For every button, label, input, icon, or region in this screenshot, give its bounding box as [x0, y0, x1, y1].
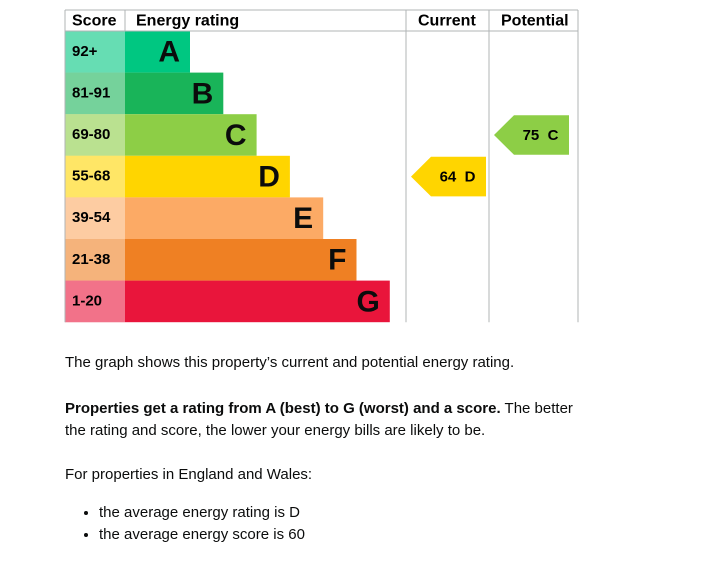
- score-tint: [65, 72, 125, 115]
- potential-score: 75: [523, 127, 540, 144]
- current-score: 64: [440, 169, 457, 186]
- current-letter: D: [465, 169, 476, 186]
- score-label: 21-38: [72, 251, 110, 268]
- header-label: Current: [418, 13, 476, 30]
- rating-letter: B: [192, 77, 214, 110]
- score-cell: [65, 72, 125, 115]
- rating-bar: [125, 72, 224, 115]
- score-label: 81-91: [72, 84, 110, 101]
- score-cell: [65, 31, 125, 73]
- bullet-list: the average energy rating is D the avera…: [65, 502, 305, 546]
- rating-bar: [125, 239, 357, 281]
- rating-bar: [125, 197, 324, 239]
- potential-letter: C: [548, 127, 559, 144]
- header-label: Energy rating: [136, 13, 239, 30]
- header-label: Potential: [501, 13, 569, 30]
- potential-label: 75 C: [523, 127, 559, 144]
- score-label: 69-80: [72, 126, 110, 143]
- score-cell: [65, 155, 125, 198]
- rating-letter: A: [158, 36, 180, 69]
- rating-text: Properties get a rating from A (best) to…: [65, 398, 577, 442]
- current-arrow: [411, 156, 486, 197]
- score-label: 1-20: [72, 292, 102, 309]
- rating-letter: F: [328, 244, 346, 277]
- score-label: 39-54: [72, 209, 111, 226]
- score-label: 55-68: [72, 168, 110, 185]
- epc-graph: Score Energy rating Current Potential 92+ A 81…: [64, 9, 579, 323]
- score-cell: [65, 239, 125, 281]
- intro-text: The graph shows this property’s current …: [65, 354, 515, 371]
- rating-letter: E: [293, 202, 313, 235]
- rating-bar: [125, 114, 257, 156]
- current-label: 64 D: [440, 169, 476, 186]
- rating-bar: [125, 31, 190, 73]
- score-label: 92+: [72, 43, 98, 60]
- score-tint: [65, 114, 125, 156]
- score-cell: [65, 197, 125, 239]
- header-label: Score: [72, 13, 117, 30]
- score-cell: [65, 114, 125, 156]
- score-tint: [65, 197, 125, 239]
- potential-arrow: [494, 115, 569, 155]
- rating-bold: Properties get a rating from A (best) to…: [65, 400, 501, 417]
- bullet: the average energy rating is D: [99, 502, 305, 524]
- score-tint: [65, 31, 125, 73]
- rating-bar: [125, 155, 290, 198]
- score-tint: [65, 280, 125, 323]
- score-tint: [65, 155, 125, 198]
- score-tint: [65, 239, 125, 281]
- rating-letter: C: [225, 119, 247, 152]
- score-cell: [65, 280, 125, 323]
- rating-letter: D: [258, 161, 280, 194]
- region-text: For properties in England and Wales:: [65, 466, 313, 483]
- rating-letter: G: [356, 285, 379, 318]
- rating-bar: [125, 280, 390, 323]
- bullet: the average energy score is 60: [99, 524, 305, 546]
- rating-rest: The better the rating and score, the low…: [65, 400, 573, 439]
